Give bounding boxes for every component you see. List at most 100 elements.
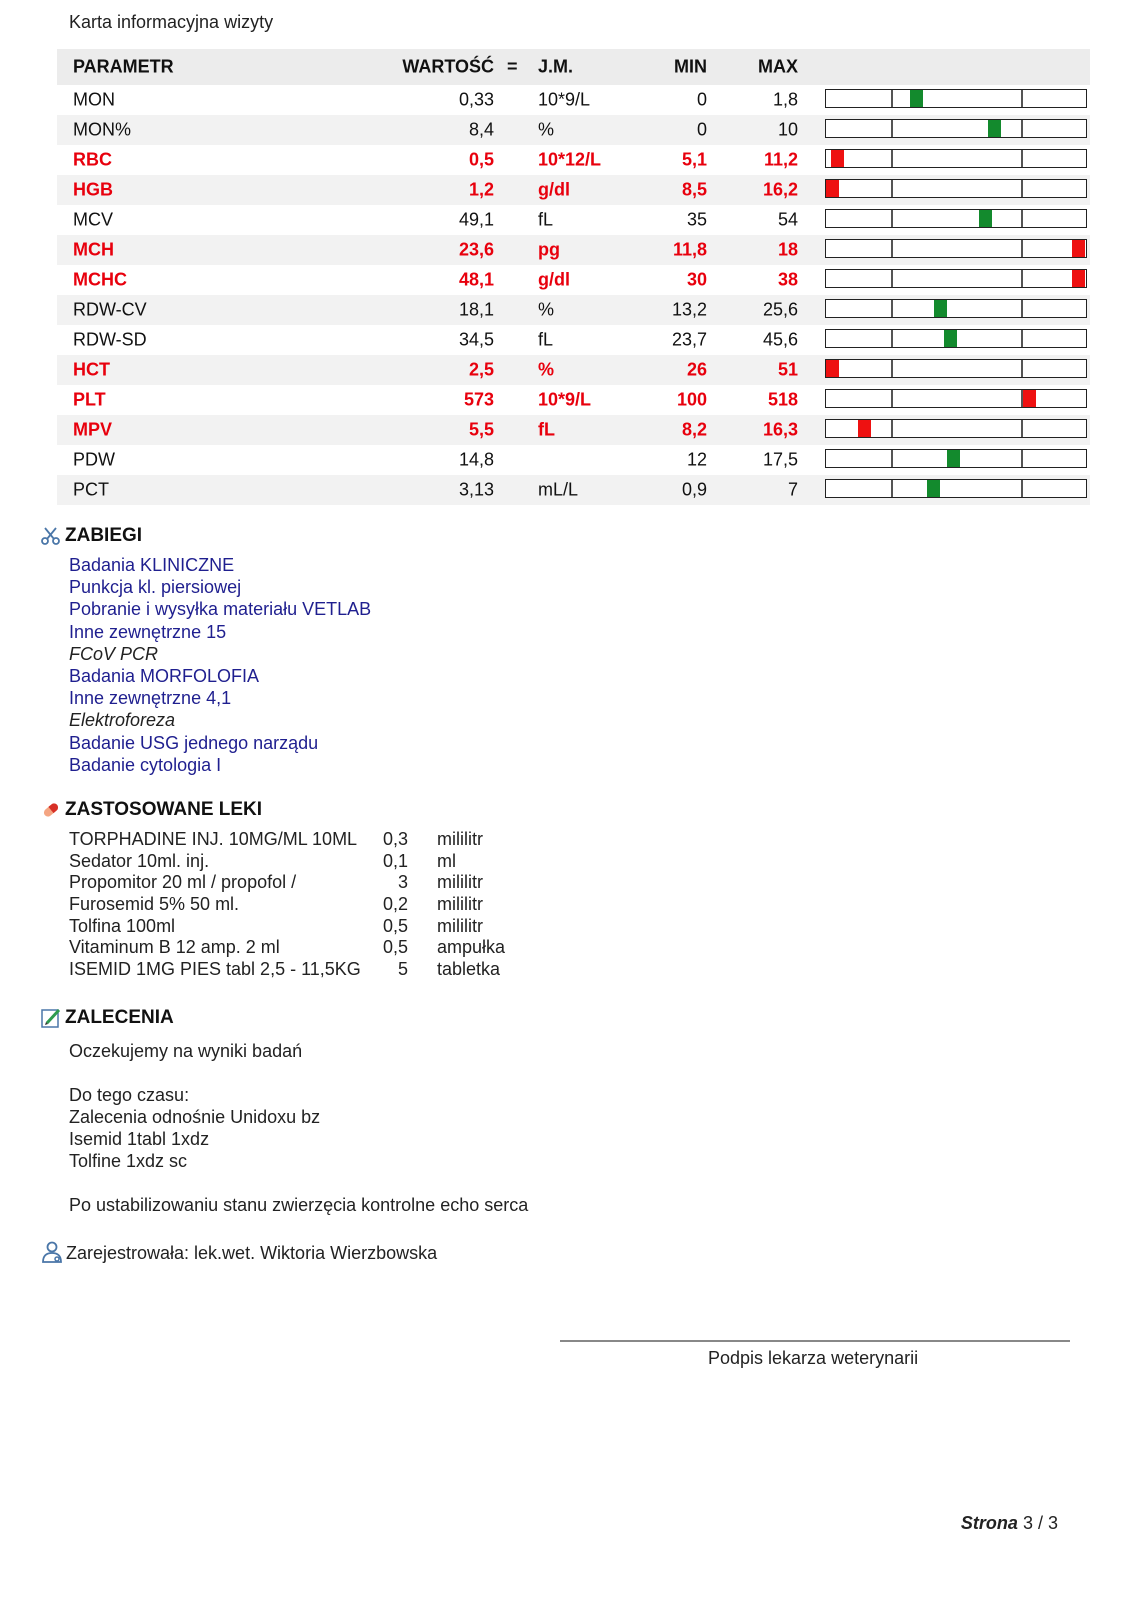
recommendation-line: Po ustabilizowaniu stanu zwierzęcia kont… [69, 1195, 529, 1215]
table-row: RBC 0,5 10*12/L 5,1 11,2 [57, 145, 1090, 175]
param-cell: MON% [73, 119, 131, 140]
scissors-icon [41, 527, 60, 545]
gauge-marker [1022, 390, 1036, 407]
medication-unit: ml [437, 850, 456, 871]
gauge-marker [934, 300, 948, 317]
table-row: MCV 49,1 fL 35 54 [57, 205, 1090, 235]
recommendations-title: ZALECENIA [65, 1007, 174, 1028]
range-gauge [825, 209, 1087, 228]
max-cell: 1,8 [772, 89, 798, 110]
gauge-tick [891, 360, 893, 377]
gauge-tick [1021, 240, 1023, 257]
header-param: PARAMETR [73, 56, 174, 77]
min-cell: 0 [696, 89, 707, 110]
procedure-item: Badanie cytologia I [69, 754, 222, 775]
max-cell: 16,2 [762, 179, 798, 200]
page-number: Strona 3 / 3 [961, 1513, 1058, 1534]
gauge-tick [1021, 300, 1023, 317]
medication-name: Tolfina 100ml [69, 915, 176, 936]
param-cell: MON [73, 89, 115, 110]
param-cell: RBC [73, 149, 112, 170]
param-cell: MCHC [73, 269, 127, 290]
document-title: Karta informacyjna wizyty [69, 12, 274, 32]
value-cell: 48,1 [458, 269, 494, 290]
gauge-marker [830, 150, 844, 167]
min-cell: 11,8 [672, 239, 707, 260]
min-cell: 0,9 [681, 479, 707, 500]
max-cell: 10 [777, 119, 798, 140]
procedure-item: Inne zewnętrzne 15 [69, 621, 227, 642]
table-row: PLT 573 10*9/L 100 518 [57, 385, 1090, 415]
gauge-tick [1021, 360, 1023, 377]
gauge-marker [926, 480, 940, 497]
unit-cell: g/dl [538, 269, 570, 290]
unit-cell: % [538, 119, 555, 140]
medication-unit: mililitr [437, 829, 483, 849]
gauge-tick [891, 450, 893, 467]
min-cell: 0 [696, 119, 707, 140]
max-cell: 25,6 [762, 299, 798, 320]
gauge-tick [891, 120, 893, 137]
gauge-marker [826, 360, 839, 377]
unit-cell: pg [538, 239, 560, 260]
value-cell: 18,1 [458, 299, 494, 320]
param-cell: HCT [73, 359, 110, 380]
medication-unit: mililitr [437, 915, 483, 936]
medications-title: ZASTOSOWANE LEKI [65, 799, 263, 820]
procedure-item: Inne zewnętrzne 4,1 [69, 688, 232, 709]
param-cell: MCH [73, 239, 114, 260]
table-row: HGB 1,2 g/dl 8,5 16,2 [57, 175, 1090, 205]
gauge-marker [978, 210, 992, 227]
value-cell: 8,4 [468, 119, 494, 140]
min-cell: 23,7 [671, 329, 707, 350]
range-gauge [825, 389, 1087, 408]
unit-cell: mL/L [538, 479, 579, 500]
min-cell: 12 [686, 449, 707, 470]
recommendation-line: Do tego czasu: [69, 1085, 190, 1105]
gauge-tick [1021, 210, 1023, 227]
max-cell: 518 [767, 389, 798, 410]
gauge-tick [891, 90, 893, 107]
max-cell: 7 [787, 479, 798, 500]
medication-quantity: 0,3 [382, 829, 408, 849]
table-row: MPV 5,5 fL 8,2 16,3 [57, 415, 1090, 445]
min-cell: 13,2 [671, 299, 707, 320]
recommendation-line: Tolfine 1xdz sc [69, 1151, 188, 1171]
gauge-tick [891, 270, 893, 287]
header-min: MIN [674, 56, 707, 77]
gauge-tick [1021, 270, 1023, 287]
range-gauge [825, 479, 1087, 498]
value-cell: 1,2 [468, 179, 494, 200]
value-cell: 34,5 [458, 329, 494, 350]
medication-name: TORPHADINE INJ. 10MG/ML 10ML [69, 829, 358, 849]
medication-quantity: 0,5 [382, 915, 408, 936]
gauge-tick [891, 210, 893, 227]
max-cell: 16,3 [762, 419, 798, 440]
param-cell: PDW [73, 449, 115, 470]
table-row: MON% 8,4% 0 10 [57, 115, 1090, 145]
min-cell: 8,5 [681, 179, 707, 200]
unit-cell: % [538, 359, 555, 380]
unit-cell: fL [538, 329, 554, 350]
min-cell: 35 [686, 209, 707, 230]
medication-quantity: 0,5 [382, 937, 408, 958]
procedure-item: Punkcja kl. piersiowej [69, 577, 242, 598]
medication-unit: mililitr [437, 872, 483, 893]
gauge-tick [891, 480, 893, 497]
gauge-marker [944, 330, 958, 347]
unit-cell: 10*9/L [538, 89, 591, 110]
recommendation-line: Zalecenia odnośnie Unidoxu bz [69, 1107, 321, 1127]
procedure-item: Badania MORFOLOFIA [69, 666, 260, 687]
procedure-item: Badanie USG jednego narządu [69, 732, 319, 753]
gauge-tick [1021, 150, 1023, 167]
recommendations-heading: ZALECENIA [40, 1007, 174, 1029]
min-cell: 30 [686, 269, 707, 290]
unit-cell: fL [538, 419, 555, 440]
range-gauge [825, 419, 1087, 438]
page-current: 3 [1022, 1513, 1033, 1533]
max-cell: 45,6 [762, 329, 798, 350]
procedures-title: ZABIEGI [65, 525, 143, 546]
procedure-item: Elektroforeza [69, 710, 176, 731]
max-cell: 11,2 [763, 149, 798, 170]
signature-line [560, 1340, 1070, 1342]
